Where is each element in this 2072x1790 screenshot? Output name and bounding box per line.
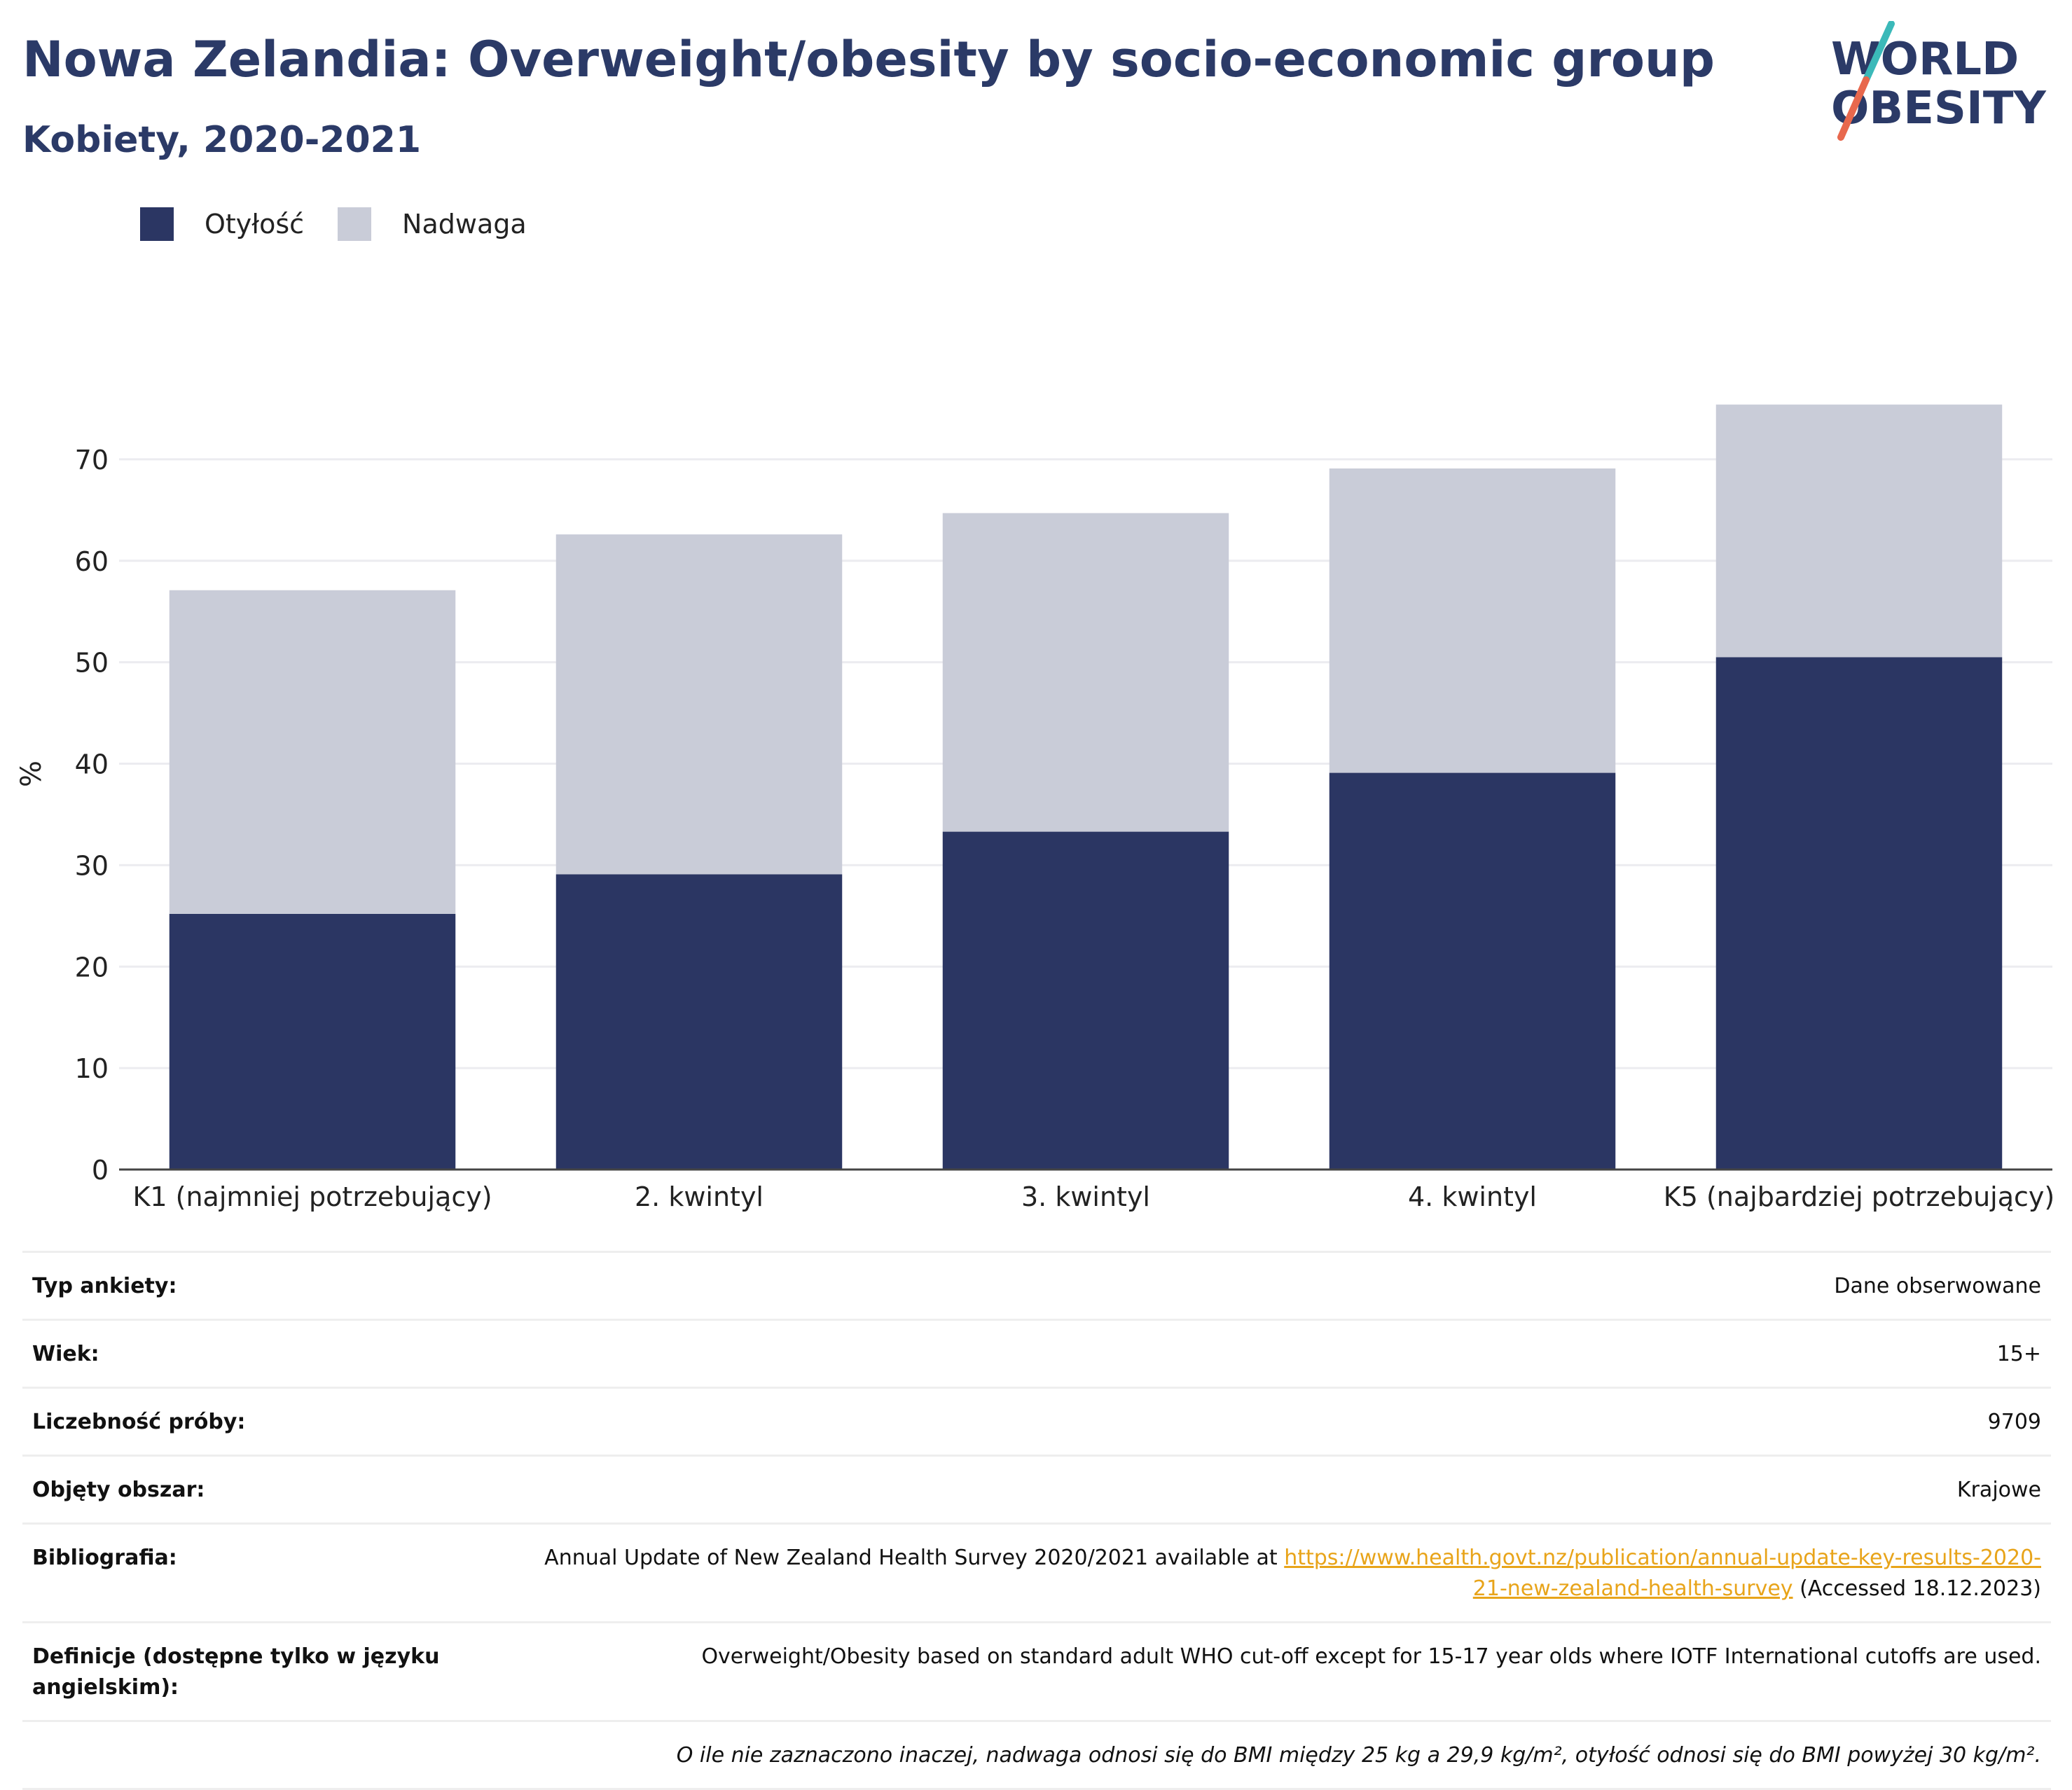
meta-row-note: O ile nie zaznaczono inaczej, nadwaga od… [22,1722,2051,1790]
meta-value-age: 15+ [1996,1342,2041,1366]
meta-key-age: Wiek: [32,1342,99,1366]
y-tick-label: 50 [75,648,109,679]
meta-value-note: O ile nie zaznaczono inaczej, nadwaga od… [676,1743,2041,1768]
y-tick-label: 30 [75,850,109,881]
y-tick-label: 70 [75,445,109,476]
bibliography-prefix: Annual Update of New Zealand Health Surv… [544,1546,1285,1570]
bars [169,404,2003,1170]
meta-value-survey-type: Dane obserwowane [1834,1274,2041,1298]
legend-swatch-obesity [140,207,174,241]
meta-value-definitions: Overweight/Obesity based on standard adu… [701,1644,2041,1669]
logo-line-1: WORLD [1831,34,2019,85]
meta-row-age: Wiek: 15+ [22,1321,2051,1389]
y-tick-label: 60 [75,546,109,577]
meta-row-bibliography: Bibliografia: Annual Update of New Zeala… [22,1525,2051,1623]
logo-line-2: OBESITY [1831,83,2046,134]
bar-segment-overweight[interactable] [1715,404,2003,658]
meta-key-bibliography: Bibliografia: [32,1546,177,1570]
bar-segment-obesity[interactable] [1329,772,1616,1170]
bar-segment-overweight[interactable] [169,590,456,914]
meta-key-definitions: Definicje (dostępne tylko w języku angie… [32,1644,440,1700]
meta-key-sample-size: Liczebność próby: [32,1410,246,1434]
meta-row-area-covered: Objęty obszar: Krajowe [22,1457,2051,1525]
logo-slash-top [1863,21,1895,83]
meta-value-bibliography: Annual Update of New Zealand Health Surv… [514,1543,2041,1604]
legend-item-obesity[interactable]: Otyłość [140,207,304,241]
bar-segment-obesity[interactable] [169,913,456,1170]
meta-row-sample-size: Liczebność próby: 9709 [22,1389,2051,1457]
bibliography-link[interactable]: https://www.health.govt.nz/publication/a… [1284,1546,2041,1601]
bar-segment-obesity[interactable] [555,874,843,1170]
metadata-table: Typ ankiety: Dane obserwowane Wiek: 15+ … [22,1251,2051,1790]
meta-key-area-covered: Objęty obszar: [32,1478,205,1502]
logo-slash-bottom [1837,76,1870,141]
y-tick-label: 0 [92,1155,109,1186]
legend-label-obesity: Otyłość [205,209,305,240]
bibliography-suffix: (Accessed 18.12.2023) [1793,1576,2041,1601]
bar-segment-overweight[interactable] [942,513,1229,832]
y-tick-label: 40 [75,749,109,780]
legend-label-overweight: Nadwaga [402,209,527,240]
page-subtitle: Kobiety, 2020-2021 [22,119,422,161]
y-tick-label: 20 [75,952,109,983]
chart-legend: Otyłość Nadwaga [140,207,560,241]
meta-row-survey-type: Typ ankiety: Dane obserwowane [22,1253,2051,1321]
x-tick-label: 2. kwintyl [635,1181,764,1212]
meta-row-definitions: Definicje (dostępne tylko w języku angie… [22,1623,2051,1722]
stacked-bar-chart: 0 10 20 30 40 50 60 70% K1 (najmniej potrzebując… [15,404,2054,1212]
world-obesity-logo: WORLD OBESITY [1831,21,2046,141]
axes: 0 10 20 30 40 50 60 70% K1 (najmniej potrzebując… [15,445,2054,1212]
meta-key-survey-type: Typ ankiety: [32,1274,177,1298]
x-tick-label: 3. kwintyl [1021,1181,1150,1212]
y-axis-title: % [15,761,48,787]
y-tick-label: 10 [75,1053,109,1084]
x-tick-label: 4. kwintyl [1408,1181,1537,1212]
meta-value-sample-size: 9709 [1987,1410,2041,1434]
legend-swatch-overweight [338,207,372,241]
page-title: Nowa Zelandia: Overweight/obesity by soc… [22,31,1715,88]
bar-segment-overweight[interactable] [1329,468,1616,773]
bar-segment-obesity[interactable] [1715,657,2003,1170]
x-tick-label: K1 (najmniej potrzebujący) [132,1181,492,1212]
bar-segment-obesity[interactable] [942,831,1229,1170]
meta-value-area-covered: Krajowe [1956,1478,2041,1502]
x-tick-label: K5 (najbardziej potrzebujący) [1664,1181,2054,1212]
legend-item-overweight[interactable]: Nadwaga [338,207,527,241]
bar-segment-overweight[interactable] [555,534,843,875]
